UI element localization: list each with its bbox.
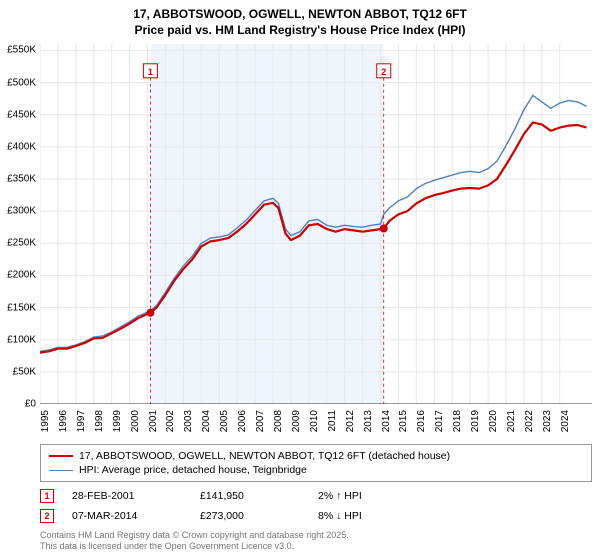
x-tick-label: 2024 — [560, 410, 571, 432]
x-tick-label: 2021 — [506, 410, 517, 432]
x-tick-label: 2019 — [470, 410, 481, 432]
y-tick-label: £300K — [7, 206, 36, 217]
x-tick-label: 2002 — [165, 410, 176, 432]
x-tick-label: 1998 — [94, 410, 105, 432]
x-tick-label: 2005 — [219, 410, 230, 432]
x-tick-label: 2020 — [488, 410, 499, 432]
x-tick-label: 2010 — [309, 410, 320, 432]
y-tick-label: £400K — [7, 141, 36, 152]
legend-swatch — [49, 455, 73, 457]
legend-item: 17, ABBOTSWOOD, OGWELL, NEWTON ABBOT, TQ… — [49, 449, 583, 463]
plot-svg: 12 — [40, 44, 592, 404]
x-tick-label: 2016 — [416, 410, 427, 432]
x-tick-label: 2007 — [255, 410, 266, 432]
sale-price: £273,000 — [200, 510, 300, 522]
x-tick-label: 2001 — [148, 410, 159, 432]
y-tick-label: £450K — [7, 109, 36, 120]
x-tick-label: 2009 — [291, 410, 302, 432]
legend: 17, ABBOTSWOOD, OGWELL, NEWTON ABBOT, TQ… — [40, 444, 592, 482]
sale-row: 1 28-FEB-2001 £141,950 2% ↑ HPI — [40, 486, 592, 506]
sale-date: 28-FEB-2001 — [72, 490, 182, 502]
x-axis-ticks: 1995 1996 1997 1998 1999 2000 2001 2002 2003 2004… — [40, 406, 592, 446]
sale-marker-icon: 1 — [40, 489, 54, 503]
x-tick-label: 2011 — [327, 410, 338, 432]
y-tick-label: £150K — [7, 302, 36, 313]
svg-text:2: 2 — [381, 67, 386, 77]
y-tick-label: £50K — [13, 366, 36, 377]
x-tick-label: 2004 — [201, 410, 212, 432]
y-tick-label: £200K — [7, 270, 36, 281]
x-tick-label: 1995 — [40, 410, 51, 432]
svg-text:1: 1 — [148, 67, 153, 77]
y-tick-label: £100K — [7, 334, 36, 345]
x-tick-label: 2023 — [542, 410, 553, 432]
sale-row: 2 07-MAR-2014 £273,000 8% ↓ HPI — [40, 506, 592, 526]
x-tick-label: 2014 — [381, 410, 392, 432]
x-tick-label: 1997 — [76, 410, 87, 432]
x-tick-label: 2017 — [434, 410, 445, 432]
x-tick-label: 2003 — [183, 410, 194, 432]
sale-delta: 8% ↓ HPI — [318, 510, 438, 522]
sale-price: £141,950 — [200, 490, 300, 502]
sale-marker-icon: 2 — [40, 509, 54, 523]
sales-table: 1 28-FEB-2001 £141,950 2% ↑ HPI 2 07-MAR-2014… — [40, 486, 592, 526]
x-tick-label: 2000 — [130, 410, 141, 432]
x-tick-label: 2013 — [363, 410, 374, 432]
y-axis-ticks: £0£50K£100K£150K£200K£250K£300K£350K£400… — [0, 44, 38, 404]
y-tick-label: £500K — [7, 77, 36, 88]
chart-container: 17, ABBOTSWOOD, OGWELL, NEWTON ABBOT, TQ… — [0, 0, 600, 560]
sale-date: 07-MAR-2014 — [72, 510, 182, 522]
x-tick-label: 2012 — [345, 410, 356, 432]
attribution: Contains HM Land Registry data © Crown c… — [40, 530, 592, 553]
y-tick-label: £350K — [7, 174, 36, 185]
legend-swatch — [49, 470, 73, 471]
x-tick-label: 2008 — [273, 410, 284, 432]
x-tick-label: 2022 — [524, 410, 535, 432]
y-tick-label: £0 — [25, 399, 36, 410]
sale-delta: 2% ↑ HPI — [318, 490, 438, 502]
x-tick-label: 1999 — [112, 410, 123, 432]
y-tick-label: £250K — [7, 238, 36, 249]
x-tick-label: 1996 — [58, 410, 69, 432]
x-tick-label: 2015 — [398, 410, 409, 432]
y-tick-label: £550K — [7, 45, 36, 56]
title-line2: Price paid vs. HM Land Registry's House … — [0, 22, 600, 38]
legend-label: 17, ABBOTSWOOD, OGWELL, NEWTON ABBOT, TQ… — [79, 450, 450, 462]
x-tick-label: 2018 — [452, 410, 463, 432]
x-tick-label: 2006 — [237, 410, 248, 432]
legend-item: HPI: Average price, detached house, Teig… — [49, 463, 583, 477]
title-line1: 17, ABBOTSWOOD, OGWELL, NEWTON ABBOT, TQ… — [0, 6, 600, 22]
plot-area: 12 — [40, 44, 592, 404]
attribution-line1: Contains HM Land Registry data © Crown c… — [40, 530, 592, 541]
attribution-line2: This data is licensed under the Open Gov… — [40, 541, 592, 552]
chart-title: 17, ABBOTSWOOD, OGWELL, NEWTON ABBOT, TQ… — [0, 0, 600, 40]
legend-label: HPI: Average price, detached house, Teig… — [79, 464, 307, 476]
